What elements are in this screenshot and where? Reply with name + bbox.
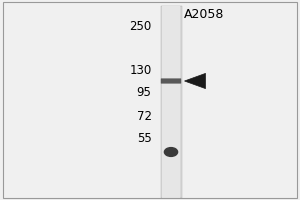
Bar [162,6,180,198]
Polygon shape [184,73,206,89]
Text: A2058: A2058 [184,8,224,21]
FancyBboxPatch shape [161,78,181,84]
Circle shape [164,148,178,156]
Text: 55: 55 [137,132,152,146]
Bar [160,6,182,198]
Text: 95: 95 [136,86,152,99]
Text: 130: 130 [129,64,152,77]
Text: 250: 250 [129,21,152,33]
Text: 72: 72 [136,110,152,123]
